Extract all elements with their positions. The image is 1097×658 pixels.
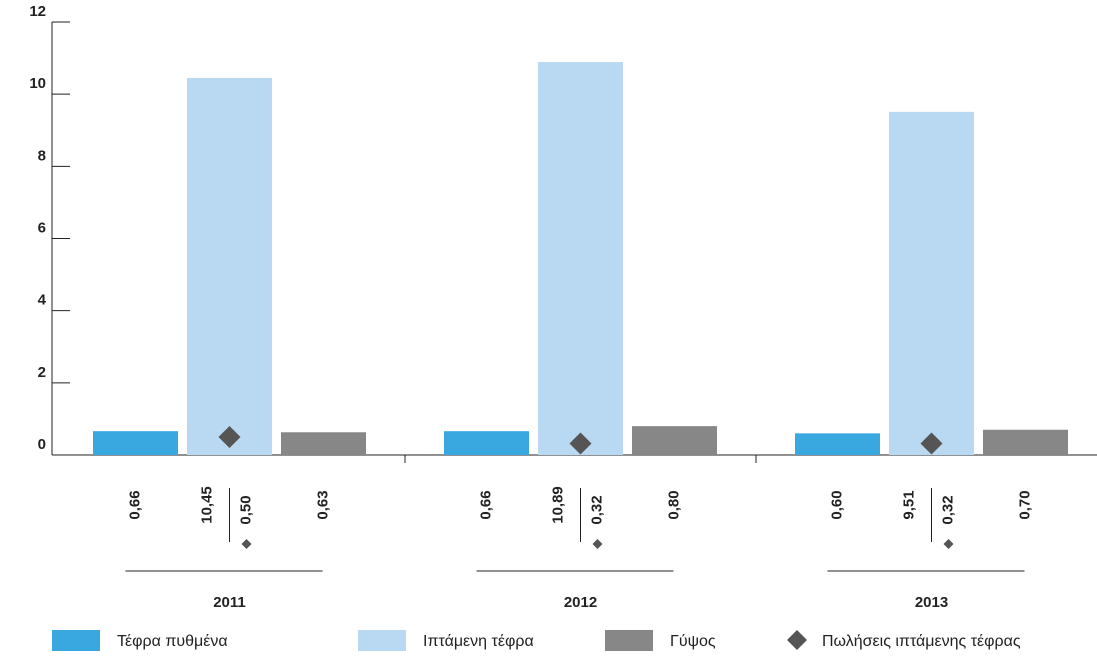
y-tick-label: 0: [38, 436, 46, 453]
legend-swatch: [787, 630, 807, 650]
bar: [538, 62, 623, 456]
legend-label: Ιπτάμενη τέφρα: [423, 633, 534, 650]
value-label: 0,60: [828, 490, 845, 519]
legend-swatch: [52, 630, 100, 651]
y-tick-label: 10: [29, 75, 46, 92]
value-label: 0,66: [477, 490, 494, 519]
value-label: 0,50: [237, 495, 254, 524]
value-label: 0,63: [314, 490, 331, 519]
value-label: 10,45: [198, 486, 215, 524]
sales-marker: [218, 425, 241, 448]
y-tick-label: 4: [38, 292, 47, 309]
value-label-marker: [241, 539, 252, 549]
bar: [795, 433, 880, 455]
x-tick-label: 2013: [915, 594, 948, 611]
bar: [281, 432, 366, 455]
sales-marker: [569, 432, 592, 455]
value-label: 0,80: [665, 490, 682, 519]
legend-swatch: [358, 630, 406, 651]
legend-label: Τέφρα πυθμένα: [117, 633, 228, 650]
legend-label: Πωλήσεις ιπτάμενης τέφρας: [822, 633, 1021, 650]
legend-swatch: [605, 630, 653, 651]
legend-label: Γύψος: [670, 633, 716, 650]
y-tick-label: 2: [38, 364, 46, 381]
value-label-marker: [943, 539, 954, 549]
value-label: 9,51: [900, 490, 917, 519]
bar: [983, 429, 1068, 455]
value-label: 0,32: [588, 495, 605, 524]
x-tick-label: 2012: [564, 594, 597, 611]
bar: [632, 426, 717, 455]
bar: [93, 431, 178, 455]
value-label: 10,89: [549, 486, 566, 524]
x-tick-label: 2011: [213, 594, 246, 611]
value-label: 0,66: [126, 490, 143, 519]
value-label: 0,32: [939, 495, 956, 524]
bar: [187, 77, 272, 455]
y-tick-label: 8: [38, 147, 46, 164]
bar: [444, 431, 529, 455]
y-tick-label: 12: [29, 3, 46, 20]
y-tick-label: 6: [38, 219, 46, 236]
value-label: 0,70: [1016, 490, 1033, 519]
value-label-marker: [592, 539, 603, 549]
sales-marker: [920, 432, 943, 455]
bar: [889, 111, 974, 455]
